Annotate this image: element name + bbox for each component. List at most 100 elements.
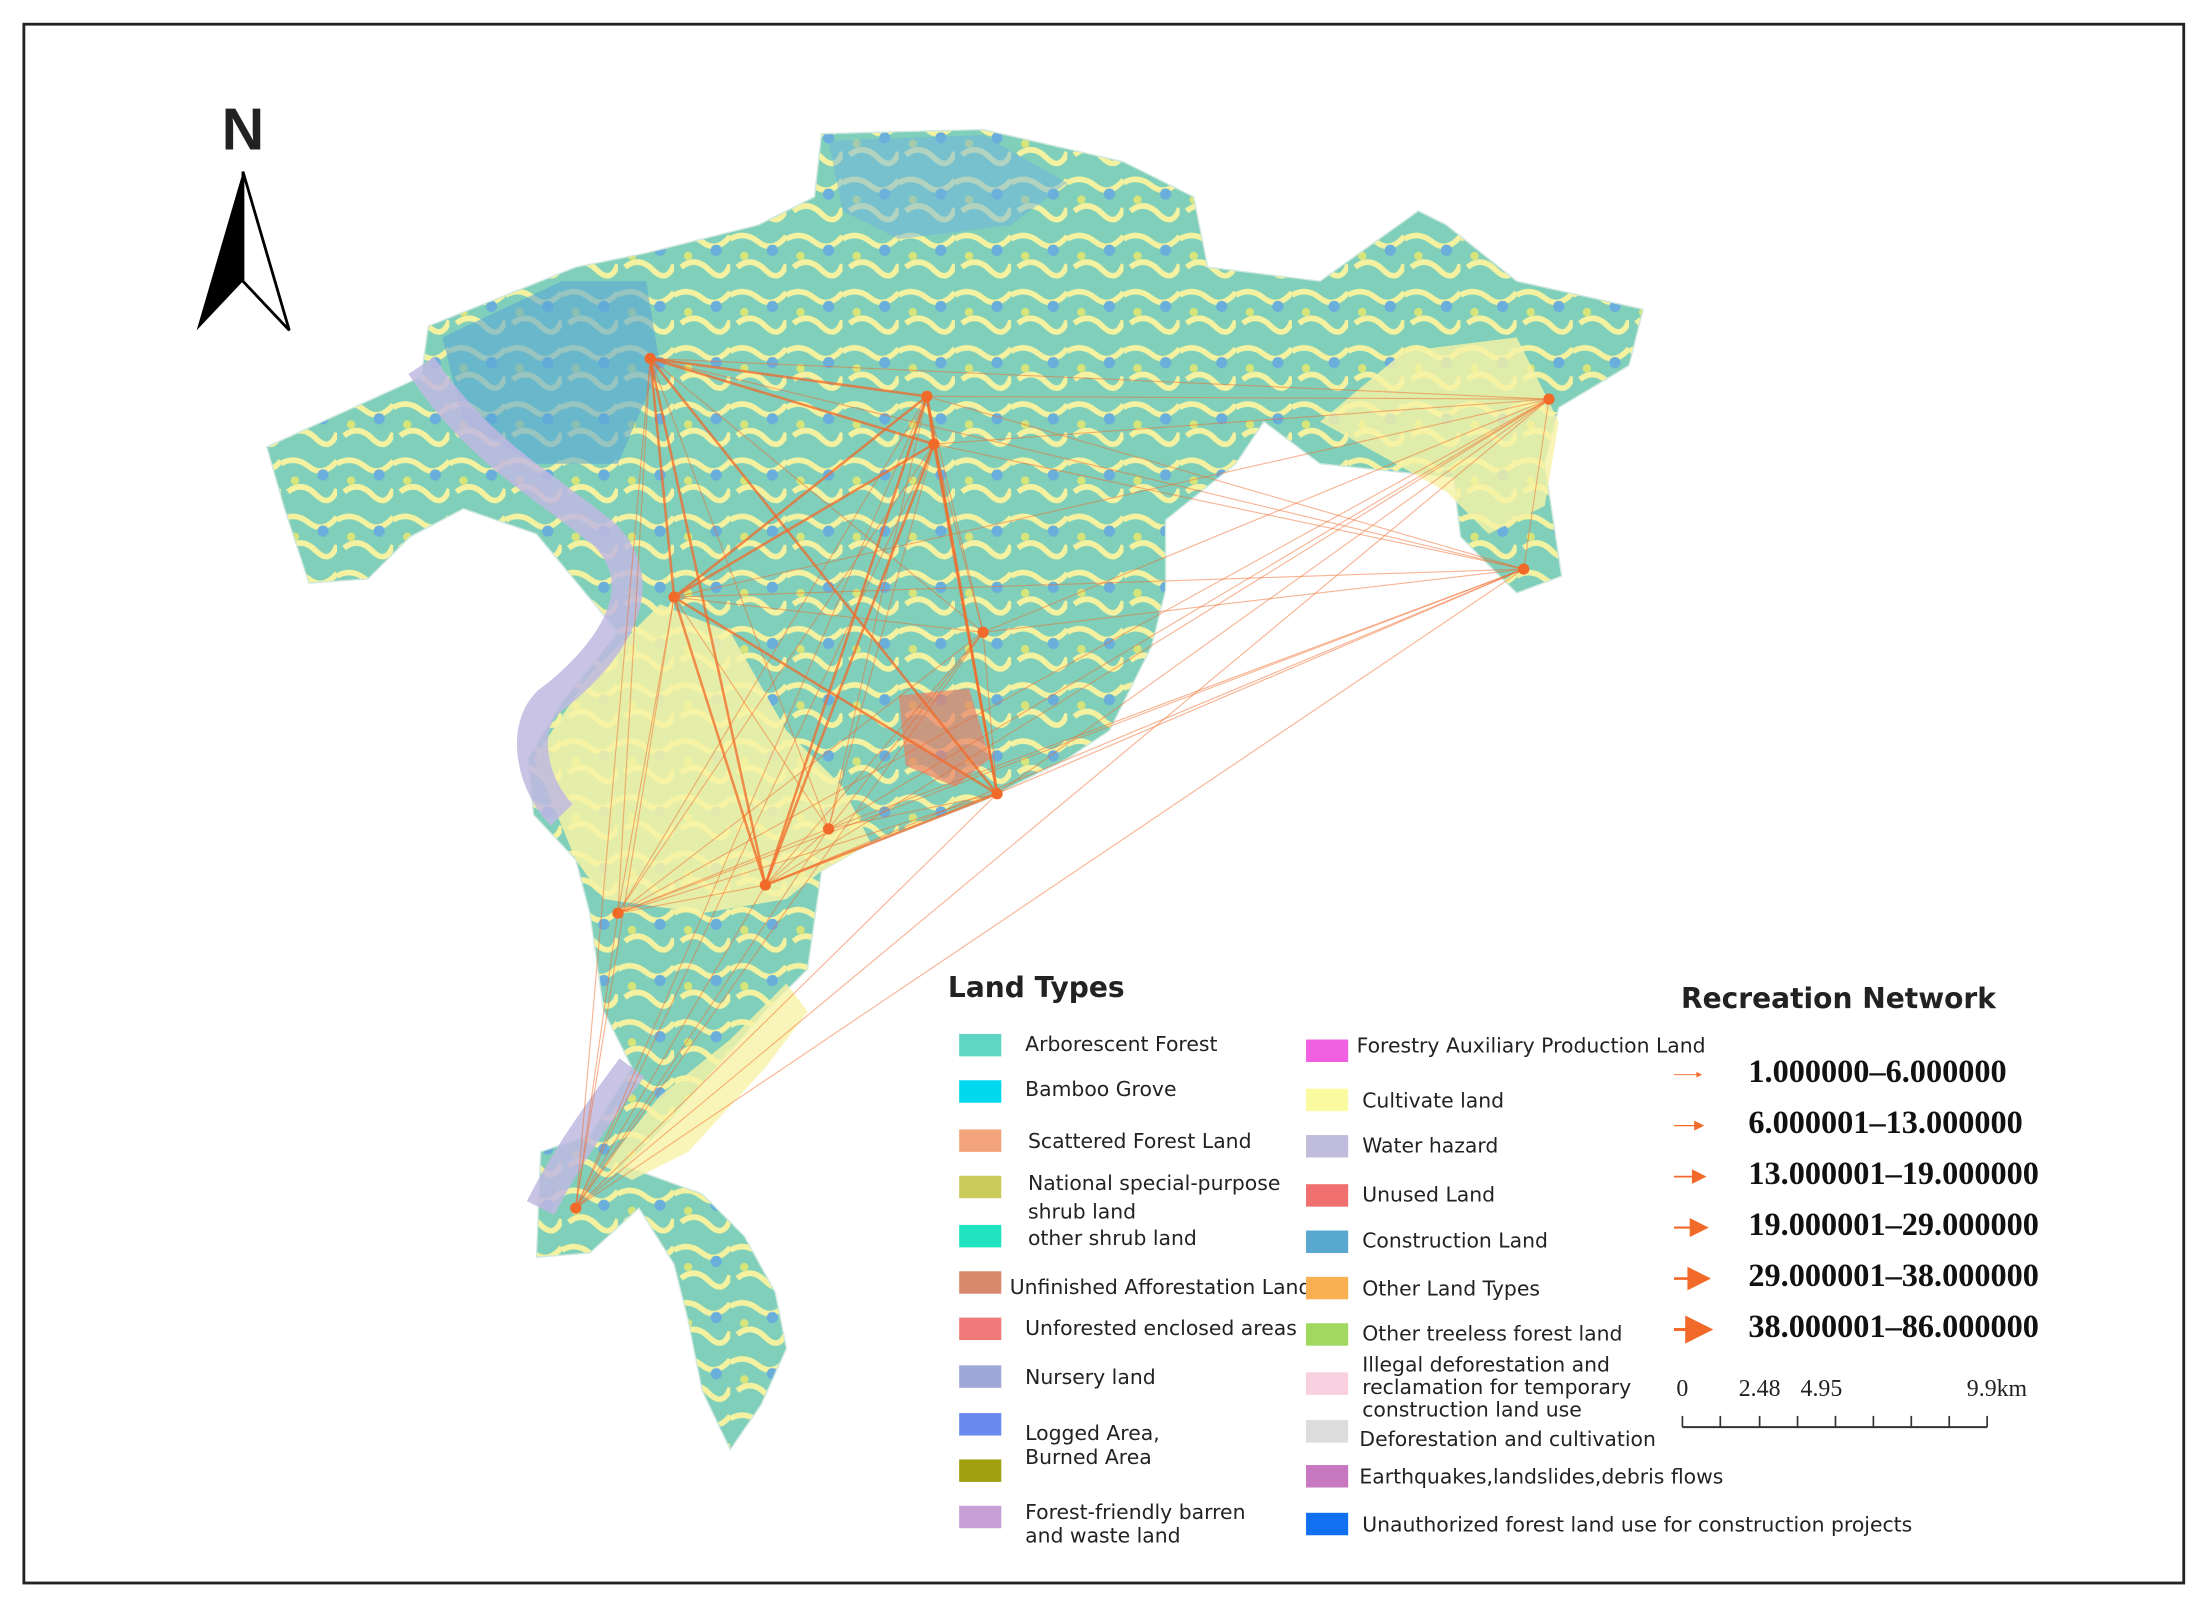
legend-label: Unforested enclosed areas — [1025, 1316, 1297, 1340]
legend-swatch — [1306, 1230, 1349, 1253]
legend-label: shrub land — [1028, 1199, 1136, 1223]
network-link — [996, 398, 1550, 795]
legend-label: Arborescent Forest — [1025, 1032, 1217, 1056]
network-link — [617, 631, 984, 914]
network-link — [828, 631, 984, 830]
north-arrow: N — [196, 97, 291, 332]
network-link — [575, 568, 1525, 1209]
network-node — [1518, 563, 1530, 575]
network-link — [650, 357, 1550, 400]
legend-swatch — [959, 1459, 1002, 1482]
network-node — [977, 626, 989, 638]
legend-label: Water hazard — [1362, 1133, 1498, 1157]
network-link — [617, 396, 928, 914]
network-link — [617, 793, 998, 914]
network-link — [575, 358, 651, 1209]
legend-label: Nursery land — [1025, 1365, 1156, 1389]
network-node — [822, 823, 835, 835]
legend-label: reclamation for temporary — [1362, 1375, 1631, 1399]
network-node — [570, 1202, 582, 1214]
legend-swatch — [1306, 1184, 1349, 1207]
legend-label: 19.000001–29.000000 — [1748, 1206, 2039, 1242]
network-link — [648, 358, 767, 886]
legend-label: 1.000000–6.000000 — [1748, 1053, 2006, 1089]
network-link — [764, 792, 998, 887]
network-link — [650, 357, 1524, 570]
legend-swatch — [1306, 1039, 1349, 1063]
network-link — [649, 358, 830, 830]
scale-bar: 0 2.48 4.95 9.9km — [1676, 1376, 2028, 1429]
network-link — [672, 596, 767, 886]
legend-label: Deforestation and cultivation — [1359, 1427, 1656, 1451]
legend-arrow-head — [1687, 1266, 1712, 1291]
network-link — [575, 884, 766, 1209]
network-node — [644, 352, 656, 365]
legend-label: Construction Land — [1362, 1229, 1548, 1253]
scale-label: 4.95 — [1801, 1376, 1843, 1402]
network-node — [1543, 393, 1555, 405]
network-link — [617, 597, 675, 914]
legend-label: 13.000001–19.000000 — [1748, 1155, 2039, 1191]
legend-label: Unused Land — [1362, 1182, 1495, 1206]
network-node — [928, 438, 940, 450]
scale-label: 2.48 — [1739, 1376, 1781, 1402]
network-link — [575, 396, 928, 1209]
network-link — [575, 828, 830, 1209]
network-link — [617, 884, 766, 914]
legend-arrow-head — [1691, 1169, 1707, 1184]
legend-swatch — [959, 1317, 1002, 1341]
network-link — [617, 828, 829, 914]
network-link — [673, 443, 935, 599]
unused-land — [898, 688, 991, 787]
legend-label: construction land use — [1362, 1397, 1582, 1421]
legend-label: Earthquakes,landslides,debris flows — [1359, 1465, 1723, 1489]
network-link — [1523, 399, 1550, 570]
network-link — [648, 358, 676, 598]
network-link — [926, 395, 1549, 400]
legend-swatch — [959, 1365, 1002, 1388]
network-link — [649, 357, 999, 795]
network-link — [828, 396, 928, 830]
network-node — [668, 591, 680, 603]
legend-swatch — [959, 1505, 1002, 1529]
legend-swatch — [959, 1129, 1002, 1152]
legend-arrow-head — [1689, 1218, 1709, 1238]
network-link — [673, 398, 1550, 598]
legend-swatch — [1306, 1512, 1349, 1536]
legend-label: 6.000001–13.000000 — [1748, 1104, 2022, 1140]
legend-swatch — [1306, 1323, 1349, 1346]
land-legend: Arborescent Forest Bamboo Grove Scattered … — [959, 1032, 1912, 1548]
cultivated-area — [1320, 337, 1559, 534]
network-link — [617, 443, 935, 914]
legend-label: Scattered Forest Land — [1028, 1129, 1252, 1153]
forest-area — [442, 281, 661, 464]
network-link — [575, 913, 619, 1209]
network-link — [764, 395, 929, 886]
network-link — [649, 357, 984, 633]
legend-label: Forestry Auxiliary Production Land — [1357, 1034, 1706, 1058]
legend-label: 29.000001–38.000000 — [1748, 1257, 2039, 1293]
legend-label: Other treeless forest land — [1362, 1321, 1622, 1345]
legend-label: Bamboo Grove — [1025, 1077, 1176, 1101]
network-link — [650, 357, 928, 398]
legend-label: Burned Area — [1025, 1445, 1152, 1469]
legend-label: Illegal deforestation and — [1362, 1352, 1610, 1376]
legend-swatch — [959, 1224, 1002, 1248]
network-link — [926, 396, 984, 633]
network-link — [575, 398, 1550, 1209]
legend-swatch — [1306, 1135, 1349, 1158]
network-node — [759, 879, 771, 891]
scale-label: 0 — [1676, 1376, 1688, 1402]
legend-label: Other Land Types — [1362, 1277, 1540, 1301]
network-link — [764, 443, 936, 886]
legend-label: 38.000001–86.000000 — [1748, 1308, 2039, 1344]
legend-label: Forest-friendly barren — [1025, 1500, 1245, 1524]
legend-label: National special-purpose — [1028, 1171, 1280, 1195]
network-link — [575, 597, 675, 1209]
legend-label: Unfinished Afforestation Land — [1010, 1275, 1312, 1299]
network-legend: 1.000000–6.000000 6.000001–13.000000 13.00… — [1673, 1053, 2039, 1344]
legend-swatch — [959, 1033, 1002, 1057]
arrow-half — [196, 171, 243, 331]
legend-label: Logged Area, — [1025, 1421, 1160, 1445]
